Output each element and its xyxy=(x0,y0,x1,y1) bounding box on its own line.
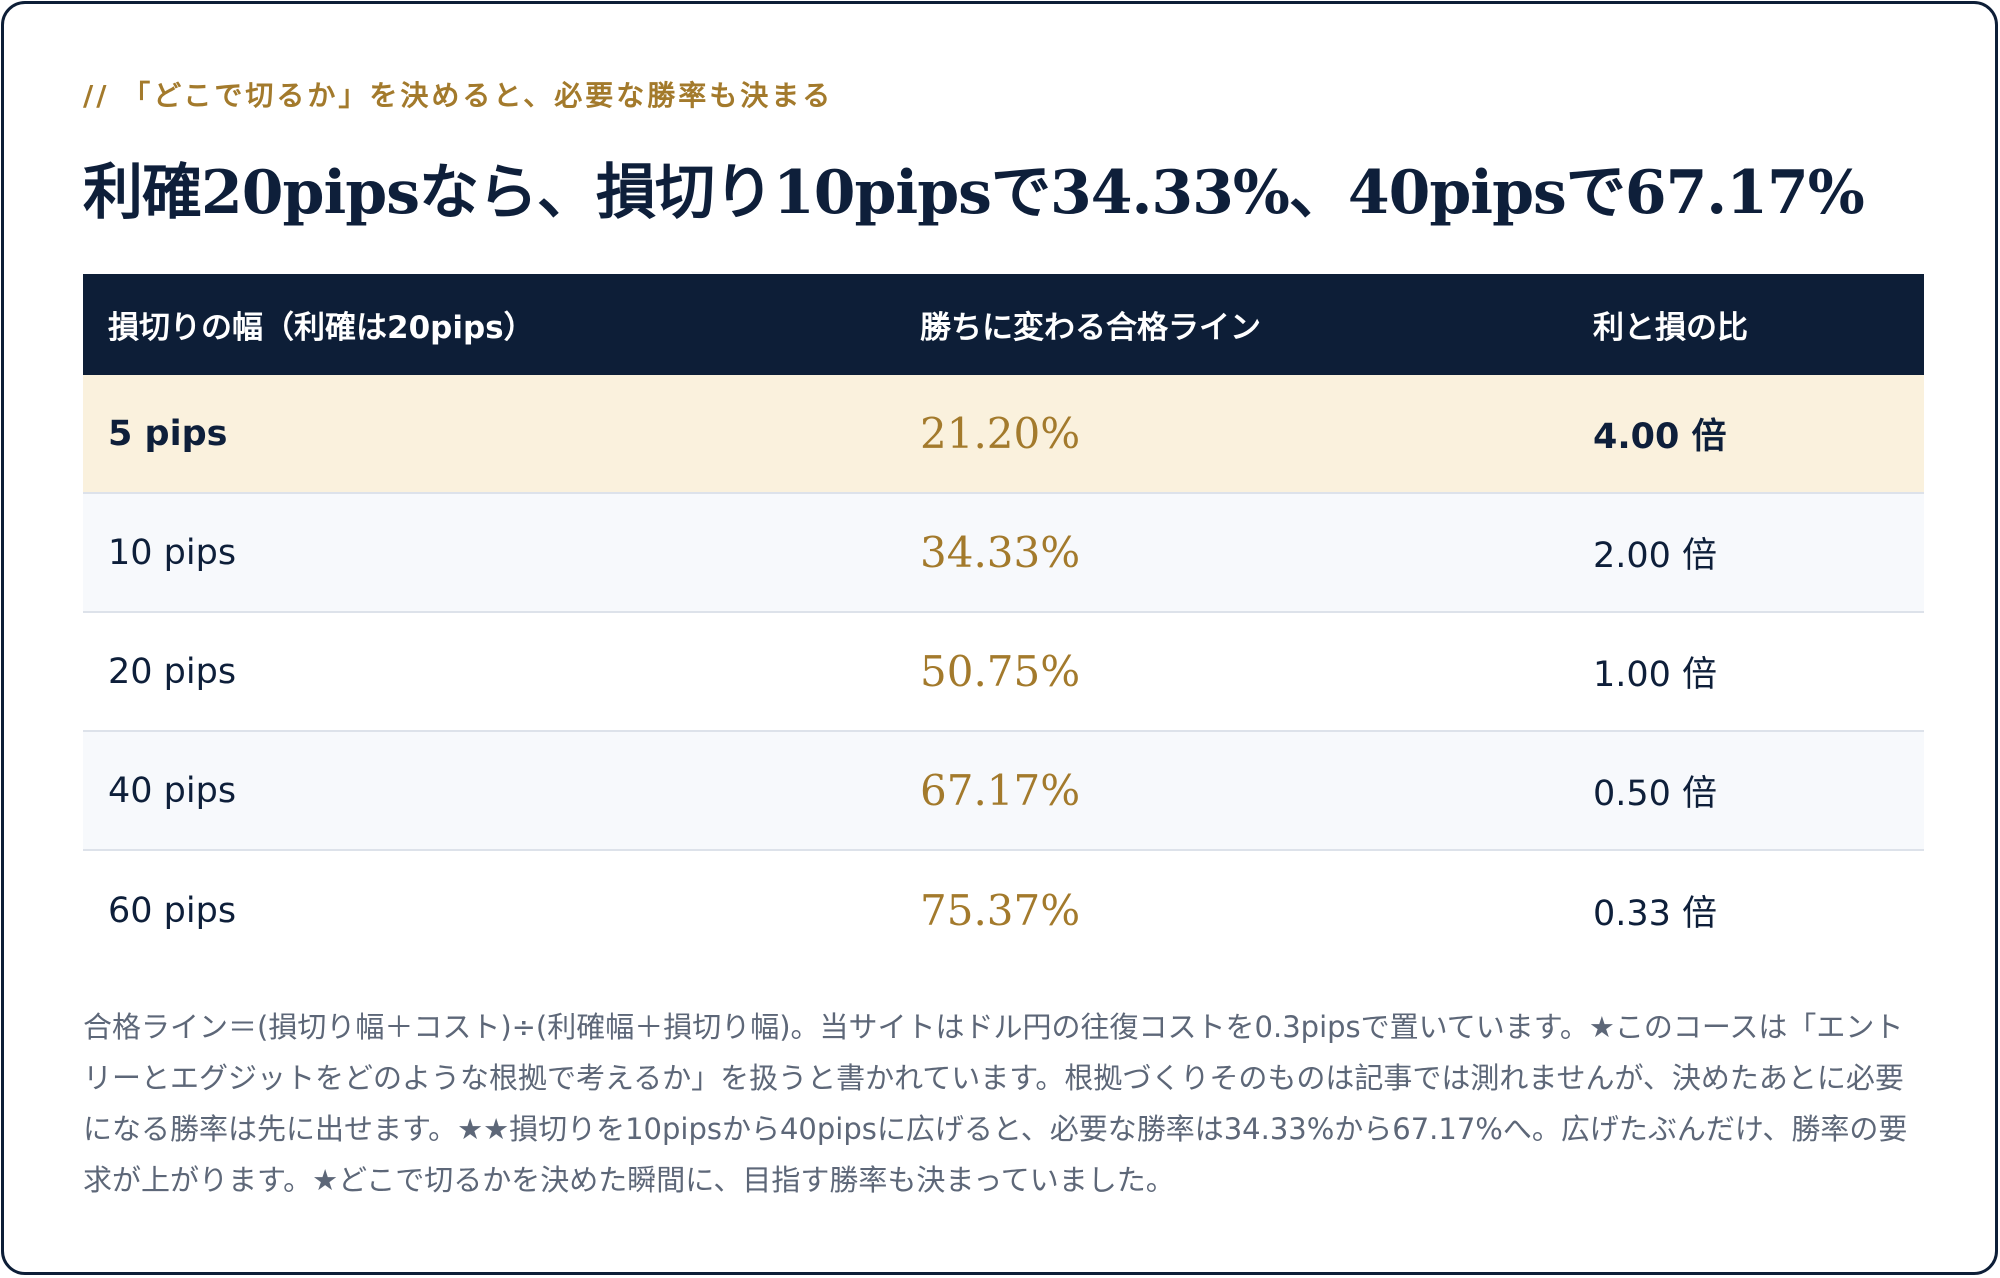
win-rate-table: 損切りの幅（利確は20pips） 勝ちに変わる合格ライン 利と損の比 5 pip… xyxy=(83,274,1924,970)
header-pass-line: 勝ちに変わる合格ライン xyxy=(920,310,1261,346)
table-row: 5 pips 21.20% 4.00 倍 xyxy=(83,375,1924,494)
ratio-cell: 2.00 倍 xyxy=(1593,536,1718,576)
rate-cell: 75.37% xyxy=(920,886,1081,935)
table-header: 損切りの幅（利確は20pips） 勝ちに変わる合格ライン 利と損の比 xyxy=(83,274,1924,375)
stop-cell: 10 pips xyxy=(108,532,237,573)
table-row: 60 pips 75.37% 0.33 倍 xyxy=(83,851,1924,970)
stop-cell: 5 pips xyxy=(108,413,228,454)
ratio-cell: 1.00 倍 xyxy=(1593,655,1718,695)
rate-cell: 21.20% xyxy=(920,409,1081,458)
stop-cell: 20 pips xyxy=(108,651,237,692)
table-row: 10 pips 34.33% 2.00 倍 xyxy=(83,494,1924,613)
ratio-cell: 4.00 倍 xyxy=(1593,417,1727,457)
stop-cell: 60 pips xyxy=(108,890,237,931)
table-row: 20 pips 50.75% 1.00 倍 xyxy=(83,613,1924,732)
ratio-cell: 0.33 倍 xyxy=(1593,894,1718,934)
table-row: 40 pips 67.17% 0.50 倍 xyxy=(83,732,1924,851)
rate-cell: 67.17% xyxy=(920,766,1081,815)
header-stop-width: 損切りの幅（利確は20pips） xyxy=(108,310,535,346)
rate-cell: 50.75% xyxy=(920,647,1081,696)
ratio-cell: 0.50 倍 xyxy=(1593,774,1718,814)
header-ratio: 利と損の比 xyxy=(1593,310,1748,346)
stop-cell: 40 pips xyxy=(108,770,237,811)
page-title: 利確20pipsなら、損切り10pipsで34.33%、40pipsで67.17… xyxy=(83,158,1865,228)
footnote: 合格ライン＝(損切り幅＋コスト)÷(利確幅＋損切り幅)。当サイトはドル円の往復コ… xyxy=(83,1010,1908,1197)
section-eyebrow: // 「どこで切るか」を決めると、必要な勝率も決まる xyxy=(83,79,834,112)
rate-cell: 34.33% xyxy=(920,528,1081,577)
